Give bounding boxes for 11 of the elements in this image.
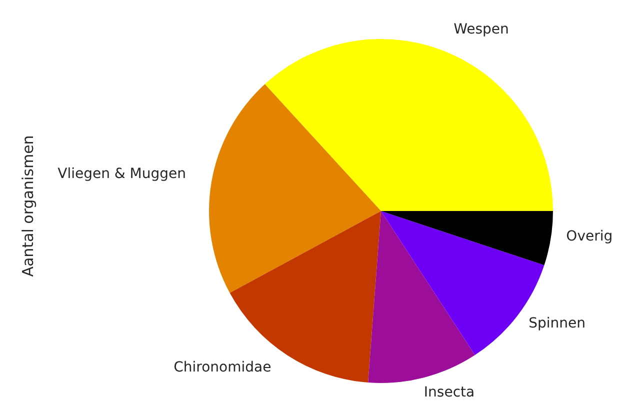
pie-slice (264, 39, 553, 211)
slice-label: Chironomidae (174, 360, 272, 376)
slice-label: Overig (566, 228, 613, 245)
pie-slice (209, 84, 381, 293)
slice-label: Vliegen & Muggen (58, 166, 186, 182)
slice-label: Insecta (424, 384, 475, 401)
pie-slice (368, 211, 475, 383)
pie-slice (381, 211, 553, 266)
slice-label: Spinnen (528, 316, 586, 332)
slice-label: Wespen (454, 22, 509, 38)
text: Aantal organismen (19, 135, 37, 277)
